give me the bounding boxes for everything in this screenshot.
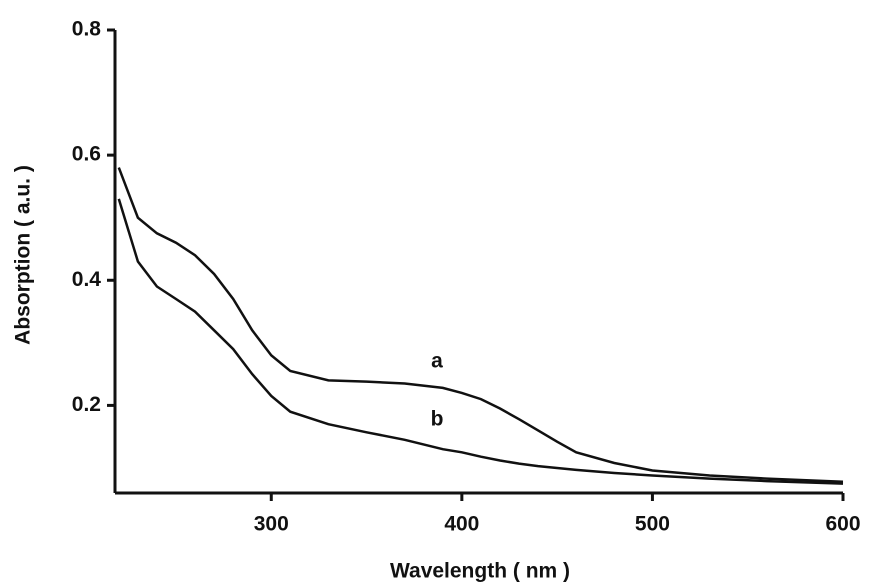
y-tick-label: 0.4: [72, 268, 102, 291]
y-axis-title: Absorption ( a.u. ): [12, 165, 35, 345]
x-axis-title: Wavelength ( nm ): [390, 560, 570, 583]
chart: Wavelength ( nm ) Absorption ( a.u. ) 0.…: [0, 0, 872, 587]
y-tick-label: 0.8: [72, 18, 102, 41]
x-tick-label: 500: [635, 513, 670, 536]
y-tick-label: 0.6: [72, 143, 101, 166]
line-series: [119, 199, 843, 484]
x-tick-label: 600: [825, 513, 860, 536]
x-tick-label: 300: [254, 513, 289, 536]
series-label: a: [431, 350, 443, 373]
series-label: b: [431, 408, 444, 431]
line-series: [119, 168, 843, 482]
x-tick-label: 400: [444, 513, 479, 536]
y-tick-label: 0.2: [72, 393, 101, 416]
